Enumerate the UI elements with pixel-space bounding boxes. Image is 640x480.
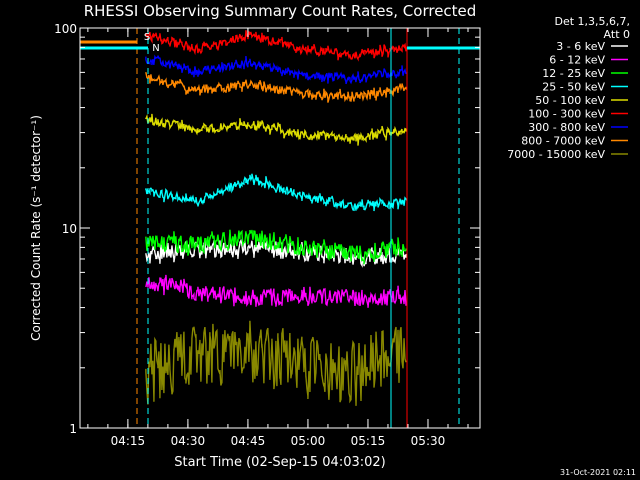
night-label: N	[152, 43, 159, 54]
legend-label-1: 6 - 12 keV	[549, 54, 605, 67]
marker-layer: SN	[80, 28, 480, 428]
series-4	[145, 113, 407, 146]
footer-date: 31-Oct-2021 02:11	[560, 468, 636, 477]
series-7	[145, 72, 407, 103]
legend-label-7: 800 - 7000 keV	[521, 135, 605, 148]
x-tick-label-2: 04:45	[231, 434, 266, 448]
series-line-5	[145, 30, 407, 62]
legend-label-3: 25 - 50 keV	[542, 81, 605, 94]
y-tick-label-1: 10	[62, 222, 77, 236]
x-tick-label-4: 05:15	[351, 434, 386, 448]
saa-label: S	[144, 32, 150, 43]
detector-note: Det 1,3,5,6,7, Att 0	[554, 15, 630, 41]
detector-note-line-1: Det 1,3,5,6,7,	[554, 15, 630, 28]
series-line-2	[145, 229, 407, 265]
legend-label-0: 3 - 6 keV	[556, 40, 605, 53]
detector-note-line-2: Att 0	[604, 28, 630, 41]
series-line-7	[145, 72, 407, 103]
series-line-4	[145, 113, 407, 146]
x-tick-label-1: 04:30	[171, 434, 206, 448]
series-line-6	[145, 54, 407, 85]
series-5	[145, 30, 407, 62]
series-layer	[145, 30, 407, 406]
series-line-1	[145, 274, 407, 308]
y-axis-label: Corrected Count Rate (s⁻¹ detector⁻¹)	[29, 115, 43, 341]
series-8	[145, 320, 407, 406]
legend-label-5: 100 - 300 keV	[528, 108, 605, 121]
y-tick-label-2: 100	[54, 22, 77, 36]
x-tick-label-0: 04:15	[111, 434, 146, 448]
legend-label-8: 7000 - 15000 keV	[507, 148, 605, 161]
y-axis: 1 10 100	[54, 22, 480, 436]
x-axis-label: Start Time (02-Sep-15 04:03:02)	[174, 455, 385, 470]
legend-label-6: 300 - 800 keV	[528, 121, 605, 134]
series-2	[145, 229, 407, 265]
series-line-8	[145, 320, 407, 406]
x-tick-label-3: 05:00	[291, 434, 326, 448]
x-axis: 04:15 04:30 04:45 05:00 05:15 05:30	[87, 28, 469, 448]
series-6	[145, 54, 407, 85]
chart-title: RHESSI Observing Summary Count Rates, Co…	[84, 2, 477, 20]
legend-label-2: 12 - 25 keV	[542, 67, 605, 80]
series-line-3	[145, 173, 407, 212]
legend-label-4: 50 - 100 keV	[535, 94, 605, 107]
series-1	[145, 274, 407, 308]
y-tick-label-0: 1	[69, 422, 77, 436]
x-tick-label-5: 05:30	[411, 434, 446, 448]
series-3	[145, 173, 407, 212]
